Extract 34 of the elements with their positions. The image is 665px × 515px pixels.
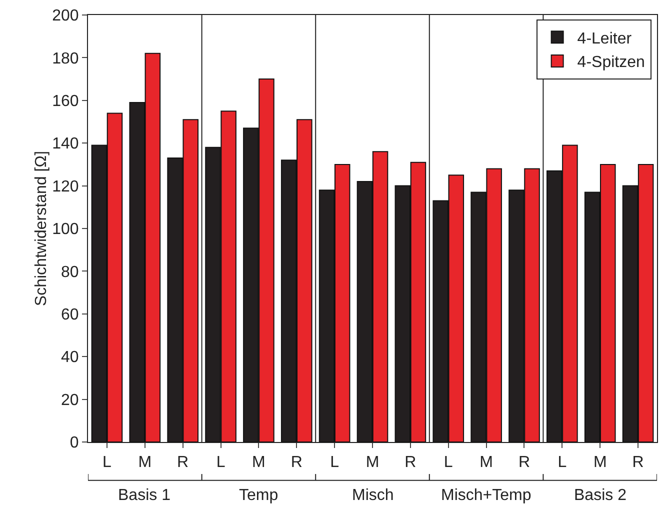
y-tick-label: 20 — [61, 392, 79, 409]
text: Basis 1 — [118, 487, 171, 504]
x-tick-label: L — [102, 454, 112, 472]
text: Basis 2 — [574, 487, 627, 504]
x-tick-label: M — [593, 454, 607, 472]
text: Temp — [239, 487, 278, 504]
x-tick-label: L — [330, 454, 340, 472]
x-tick-label: M — [366, 454, 380, 472]
text: Misch+Temp — [441, 487, 532, 504]
x-tick-label: L — [216, 454, 226, 472]
y-tick-label: 40 — [61, 349, 79, 366]
y-tick-label: 200 — [52, 8, 79, 25]
text: Misch — [352, 487, 394, 504]
y-tick-label: 140 — [52, 136, 79, 153]
x-tick-label: M — [480, 454, 493, 472]
x-tick-label: L — [558, 454, 567, 472]
legend-label: 4-Spitzen — [577, 54, 645, 72]
y-axis-title: Schichtwiderstand [Ω] — [33, 150, 50, 306]
legend-label: 4-Leiter — [577, 30, 632, 48]
y-tick-label: 160 — [52, 93, 79, 110]
x-tick-label: M — [252, 454, 266, 472]
y-tick-label: 0 — [70, 434, 79, 452]
x-tick-label: R — [290, 454, 302, 472]
y-tick-label: 80 — [61, 264, 79, 281]
x-tick-label: R — [518, 454, 530, 472]
x-tick-label: L — [444, 454, 453, 472]
y-tick-label: 60 — [61, 306, 79, 324]
x-tick-label: R — [632, 454, 644, 472]
y-tick-label: 180 — [52, 50, 79, 68]
y-tick-label: 100 — [52, 221, 79, 238]
y-tick-label: 120 — [52, 178, 79, 196]
x-tick-label: R — [177, 454, 189, 472]
x-tick-label: R — [404, 454, 416, 472]
x-tick-label: M — [138, 454, 152, 472]
